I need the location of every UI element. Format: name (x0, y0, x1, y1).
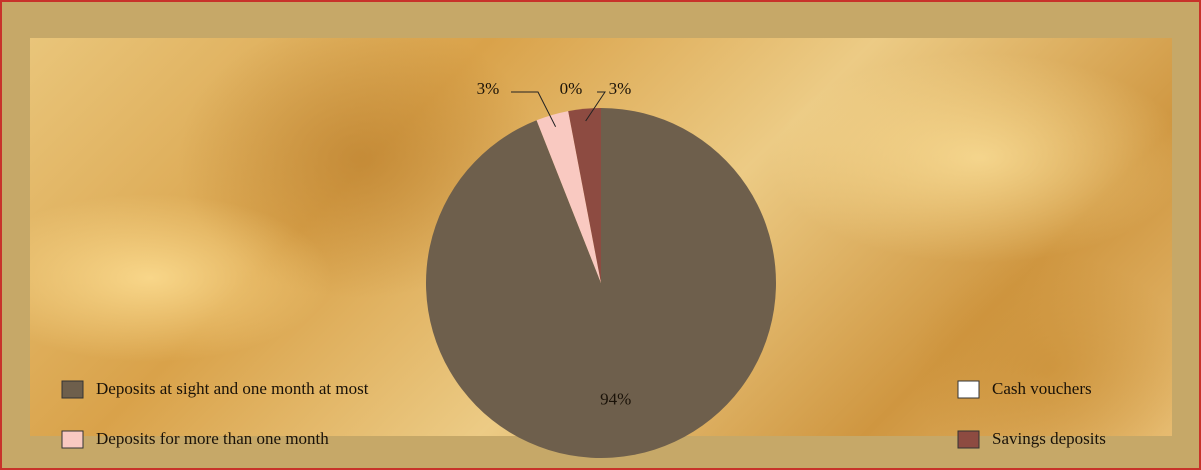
leader-line (511, 91, 557, 127)
legend-swatch (957, 380, 980, 399)
legend-label: Deposits at sight and one month at most (96, 379, 369, 398)
legend-swatch (61, 430, 84, 449)
data-label: 3% (609, 79, 632, 98)
data-label: 94% (600, 389, 631, 408)
data-label: 0% (560, 79, 583, 98)
pie-slice (568, 108, 601, 283)
data-label: 3% (477, 79, 500, 98)
legend-label: Cash vouchers (992, 379, 1092, 398)
legend-swatch (61, 380, 84, 399)
legend-swatch (957, 430, 980, 449)
pie-slice (536, 111, 601, 283)
legend-label: Savings deposits (992, 429, 1106, 448)
legend-label: Deposits for more than one month (96, 429, 329, 448)
leader-line (585, 91, 606, 122)
